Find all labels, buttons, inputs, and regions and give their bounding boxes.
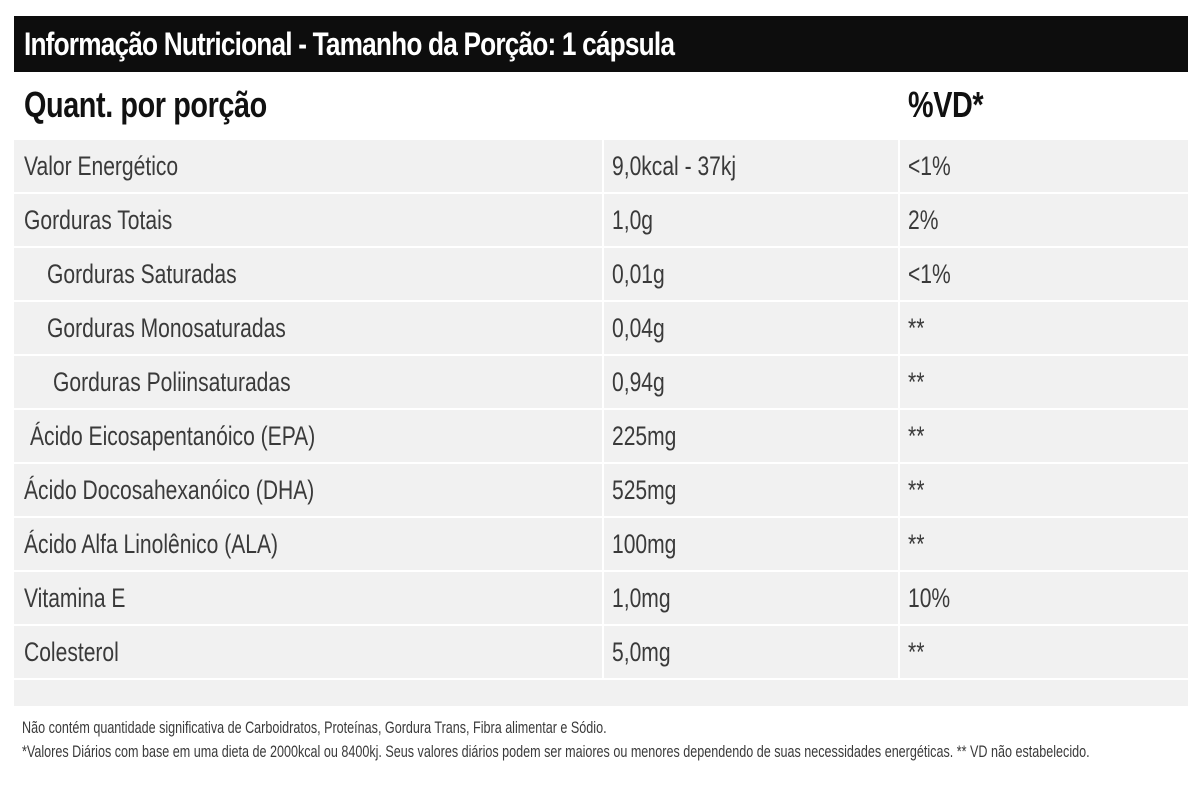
- table-row: Vitamina E 1,0mg 10%: [14, 572, 1188, 626]
- table-row: Ácido Eicosapentanóico (EPA) 225mg **: [14, 410, 1188, 464]
- table-row: Gorduras Saturadas 0,01g <1%: [14, 248, 1188, 302]
- nutrient-vd-cell: **: [900, 302, 1188, 354]
- nutrient-amount: 225mg: [612, 420, 677, 451]
- table-row: Gorduras Totais 1,0g 2%: [14, 194, 1188, 248]
- table-row: Gorduras Monosaturadas 0,04g **: [14, 302, 1188, 356]
- nutrient-amount-cell: 225mg: [604, 410, 900, 462]
- nutrient-vd: **: [908, 366, 925, 397]
- nutrient-name-cell: Ácido Alfa Linolênico (ALA): [14, 518, 604, 570]
- nutrient-vd: **: [908, 312, 925, 343]
- nutrient-vd-cell: **: [900, 518, 1188, 570]
- nutrient-vd: <1%: [908, 258, 951, 289]
- nutrition-table: Quant. por porção %VD* Valor Energético …: [14, 72, 1188, 680]
- nutrient-name: Ácido Eicosapentanóico (EPA): [30, 420, 316, 451]
- nutrient-name: Gorduras Monosaturadas: [47, 312, 286, 343]
- nutrient-vd: 10%: [908, 582, 951, 613]
- nutrient-name: Ácido Docosahexanóico (DHA): [24, 474, 315, 505]
- nutrient-amount: 1,0mg: [612, 582, 671, 613]
- header-quantity-label: Quant. por porção: [24, 84, 267, 125]
- nutrient-name-cell: Valor Energético: [14, 140, 604, 192]
- nutrient-amount: 1,0g: [612, 204, 653, 235]
- nutrient-vd: **: [908, 474, 925, 505]
- nutrient-name: Gorduras Saturadas: [47, 258, 237, 289]
- table-row: Ácido Docosahexanóico (DHA) 525mg **: [14, 464, 1188, 518]
- table-footer: Não contém quantidade significativa de C…: [14, 706, 1188, 782]
- nutrient-amount-cell: 1,0g: [604, 194, 900, 246]
- nutrient-vd-cell: **: [900, 464, 1188, 516]
- nutrient-amount: 9,0kcal - 37kj: [612, 150, 737, 181]
- nutrient-vd: 2%: [908, 204, 939, 235]
- nutrient-name-cell: Gorduras Saturadas: [14, 248, 604, 300]
- nutrient-name: Gorduras Poliinsaturadas: [53, 366, 291, 397]
- nutrient-amount: 0,94g: [612, 366, 665, 397]
- nutrient-amount-cell: 525mg: [604, 464, 900, 516]
- table-title: Informação Nutricional - Tamanho da Porç…: [14, 16, 1188, 72]
- nutrient-amount: 5,0mg: [612, 636, 671, 667]
- nutrient-vd: <1%: [908, 150, 951, 181]
- nutrient-name-cell: Colesterol: [14, 626, 604, 678]
- nutrient-vd-cell: **: [900, 410, 1188, 462]
- nutrient-name-cell: Ácido Eicosapentanóico (EPA): [14, 410, 604, 462]
- table-row: Colesterol 5,0mg **: [14, 626, 1188, 680]
- nutrient-amount: 525mg: [612, 474, 677, 505]
- nutrient-amount: 0,01g: [612, 258, 665, 289]
- nutrient-name-cell: Gorduras Totais: [14, 194, 604, 246]
- nutrient-vd-cell: <1%: [900, 140, 1188, 192]
- nutrient-vd-cell: 10%: [900, 572, 1188, 624]
- header-cell-quantity: Quant. por porção: [14, 72, 604, 138]
- nutrient-vd-cell: **: [900, 356, 1188, 408]
- nutrient-name-cell: Ácido Docosahexanóico (DHA): [14, 464, 604, 516]
- nutrient-amount-cell: 0,01g: [604, 248, 900, 300]
- header-vd-label: %VD*: [908, 84, 984, 125]
- nutrient-vd: **: [908, 420, 925, 451]
- nutrient-amount-cell: 0,94g: [604, 356, 900, 408]
- table-header-row: Quant. por porção %VD*: [14, 72, 1188, 140]
- table-row: Gorduras Poliinsaturadas 0,94g **: [14, 356, 1188, 410]
- nutrient-name: Ácido Alfa Linolênico (ALA): [24, 528, 279, 559]
- nutrient-amount-cell: 5,0mg: [604, 626, 900, 678]
- nutrient-vd-cell: <1%: [900, 248, 1188, 300]
- nutrient-vd-cell: **: [900, 626, 1188, 678]
- header-cell-vd: %VD*: [900, 72, 1188, 138]
- nutrient-amount: 0,04g: [612, 312, 665, 343]
- nutrient-vd: **: [908, 528, 925, 559]
- table-row: Valor Energético 9,0kcal - 37kj <1%: [14, 140, 1188, 194]
- footnote-daily-values: *Valores Diários com base em uma dieta d…: [22, 742, 1090, 761]
- nutrient-amount-cell: 100mg: [604, 518, 900, 570]
- table-row: Ácido Alfa Linolênico (ALA) 100mg **: [14, 518, 1188, 572]
- nutrient-amount-cell: 9,0kcal - 37kj: [604, 140, 900, 192]
- nutrient-name: Colesterol: [24, 636, 119, 667]
- nutrient-name: Vitamina E: [24, 582, 126, 613]
- nutrient-vd: **: [908, 636, 925, 667]
- nutrient-vd-cell: 2%: [900, 194, 1188, 246]
- nutrient-name-cell: Gorduras Monosaturadas: [14, 302, 604, 354]
- table-title-text: Informação Nutricional - Tamanho da Porç…: [24, 26, 675, 62]
- nutrient-name-cell: Vitamina E: [14, 572, 604, 624]
- nutrient-amount-cell: 0,04g: [604, 302, 900, 354]
- nutrient-name-cell: Gorduras Poliinsaturadas: [14, 356, 604, 408]
- nutrient-name: Valor Energético: [24, 150, 179, 181]
- header-cell-amount: [604, 72, 900, 138]
- nutrition-facts-panel: Informação Nutricional - Tamanho da Porç…: [14, 16, 1188, 782]
- nutrient-name: Gorduras Totais: [24, 204, 173, 235]
- nutrient-amount: 100mg: [612, 528, 677, 559]
- footnote-not-significant: Não contém quantidade significativa de C…: [22, 718, 607, 737]
- nutrient-amount-cell: 1,0mg: [604, 572, 900, 624]
